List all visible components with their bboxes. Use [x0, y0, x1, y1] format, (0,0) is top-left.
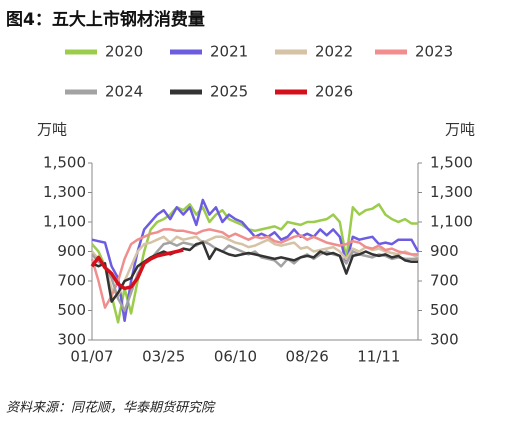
y2-tick-label: 700	[430, 272, 459, 290]
legend-label: 2024	[105, 83, 143, 101]
y-tick-label: 1,100	[43, 213, 86, 231]
series-line	[91, 235, 419, 298]
y2-tick-label: 1,500	[430, 154, 473, 172]
x-tick-label: 06/10	[214, 348, 257, 366]
legend-label: 2021	[210, 43, 248, 61]
series-line	[91, 198, 420, 323]
y-tick-label: 300	[57, 331, 86, 349]
y-tick-label: 1,500	[43, 154, 86, 172]
x-tick-label: 11/11	[357, 348, 400, 366]
y2-tick-label: 500	[430, 301, 459, 319]
y2-axis-label: 万吨	[445, 121, 475, 139]
series-line	[90, 228, 418, 309]
legend-label: 2025	[210, 83, 248, 101]
legend-label: 2026	[315, 83, 353, 101]
y2-tick-label: 900	[430, 242, 459, 260]
y-tick-label: 1,300	[43, 183, 86, 201]
y-tick-label: 900	[57, 242, 86, 260]
y2-tick-label: 300	[430, 331, 459, 349]
chart-title: 图4：五大上市钢材消费量	[6, 9, 205, 30]
y2-tick-label: 1,300	[430, 183, 473, 201]
x-tick-label: 08/26	[286, 348, 329, 366]
y-axis-label: 万吨	[37, 121, 67, 139]
legend-label: 2022	[315, 43, 353, 61]
x-tick-label: 03/25	[142, 348, 185, 366]
y-tick-label: 700	[57, 272, 86, 290]
y-tick-label: 500	[57, 301, 86, 319]
x-tick-label: 01/07	[70, 348, 113, 366]
series-line	[90, 248, 184, 291]
y2-tick-label: 1,100	[430, 213, 473, 231]
legend-label: 2020	[105, 43, 143, 61]
legend-label: 2023	[415, 43, 453, 61]
source-note: 资料来源：同花顺，华泰期货研究院	[6, 400, 216, 416]
